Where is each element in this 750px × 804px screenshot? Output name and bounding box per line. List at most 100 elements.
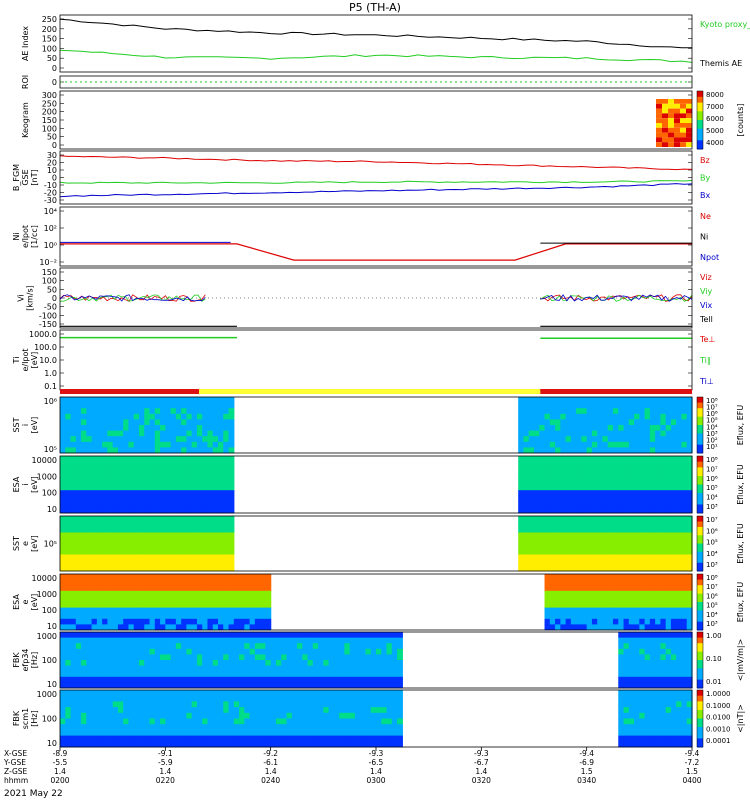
panel-ylabel: [eV] <box>30 476 39 493</box>
panel-ylabel: [eV] <box>30 352 39 369</box>
panel-ylabel: e <box>21 599 30 604</box>
y-tick-label: 10⁻² <box>39 258 57 267</box>
series-line <box>59 180 693 184</box>
mode-bar-fast <box>60 389 200 394</box>
y-tick-label: 0 <box>52 294 57 303</box>
legend-entry: Viy <box>700 287 713 296</box>
panel-sst_e: SST e [eV] 10⁵ 10⁷ 10⁶ 10⁵ 10⁴ 10³ Eflux, EFU <box>12 515 745 572</box>
plot-title: P5 (TH-A) <box>349 1 401 14</box>
y-tick-label: 10⁶ <box>44 397 57 406</box>
panel-ylabel: SST <box>12 417 21 432</box>
legend-entry: By <box>700 174 710 183</box>
y-tick-label: 1000 <box>37 590 57 599</box>
legend-entry: Bx <box>700 191 710 200</box>
x-tick-value: -9.3 <box>474 749 489 758</box>
panel-roi: ROI 0 <box>21 75 693 89</box>
panel-ylabel: Vi <box>17 294 26 302</box>
panel-ylabel: Keogram <box>21 102 30 138</box>
panel-ylabel: e <box>21 541 30 546</box>
y-tick-label: -50 <box>44 303 57 312</box>
colorbar-tick: 10² <box>706 436 718 444</box>
colorbar-tick: 0.1000 <box>706 702 731 710</box>
colorbar-tick: 6000 <box>706 115 724 123</box>
x-row-label: hhmm <box>4 776 28 785</box>
colorbar-tick: 10⁷ <box>706 516 718 524</box>
panel-sst_i: SST i [eV]10⁶10⁵10⁸10⁷10⁶10⁵10⁴10³10²10¹Ef… <box>12 396 745 454</box>
x-tick-value: 1.5 <box>581 767 593 776</box>
colorbar-tick: 0.01 <box>706 678 722 686</box>
panel-ylabel: ESA <box>12 594 21 610</box>
y-tick-label: 0 <box>52 174 57 183</box>
panel-ylabel: ROI <box>21 75 30 89</box>
y-tick-label: 10 <box>47 166 57 175</box>
y-tick-label: 50 <box>47 285 57 294</box>
x-tick-label: 0320 <box>472 776 491 785</box>
series-line <box>59 183 693 198</box>
x-tick-value: 1.4 <box>475 767 487 776</box>
colorbar-tick: 0.0010 <box>706 725 731 733</box>
panel-ylabel: [Hz] <box>30 652 39 668</box>
y-tick-label: 0 <box>52 141 57 150</box>
y-tick-label: 200 <box>42 108 57 117</box>
panel-ti: Ti e/Ipot [eV] 1000.0 100.0 10.0 1.0 0.1 Te⊥ Ti∥ T… <box>12 329 715 391</box>
colorbar-tick: 5000 <box>706 127 724 135</box>
colorbar-tick: 10⁷ <box>706 583 718 591</box>
y-tick-label: -20 <box>44 189 57 198</box>
panel-ylabel: [eV] <box>30 594 39 611</box>
y-tick-label: 10² <box>44 224 57 233</box>
legend-entry: Npot <box>700 253 719 262</box>
y-tick-label: 150 <box>42 116 57 125</box>
colorbar-label: Eflux, EFU <box>736 582 745 623</box>
x-tick-value: -6.9 <box>579 758 594 767</box>
y-tick-label: 50 <box>47 54 57 63</box>
y-tick-label: 50 <box>47 133 57 142</box>
colorbar-tick: 0.0100 <box>706 714 731 722</box>
legend-entry: Tell <box>699 315 713 324</box>
y-tick-label: 150 <box>42 35 57 44</box>
x-tick-value: 1.4 <box>265 767 277 776</box>
panel-ylabel: [nT] <box>30 169 39 185</box>
x-tick-value: -9.3 <box>369 749 384 758</box>
x-axis: X-GSEY-GSEZ-GSEhhmm-8.9-5.51.40200-9.1-5… <box>3 747 702 785</box>
y-tick-label: 250 <box>42 99 57 108</box>
y-tick-label: 10.0 <box>39 356 57 365</box>
colorbar-tick: 10³ <box>706 561 718 569</box>
series-line <box>59 18 693 49</box>
panel-ylabel: Ti <box>12 357 21 365</box>
panel-ylabel: efp34 <box>21 649 30 672</box>
panel-fbk_b: FBK scm1 [Hz] 1000 100 10 1.0000 0.1000 0.0100 0.… <box>12 689 745 748</box>
colorbar-tick: 10⁶ <box>706 527 718 535</box>
x-tick-value: -5.5 <box>53 758 68 767</box>
y-tick-label: 1000.0 <box>29 330 57 339</box>
colorbar-tick: 1.00 <box>706 632 722 640</box>
colorbar-tick: 10⁷ <box>706 465 718 473</box>
y-tick-label: 300 <box>42 91 57 100</box>
colorbar-tick: 10³ <box>706 503 718 511</box>
series-line <box>59 155 693 171</box>
x-tick-label: 0200 <box>50 776 69 785</box>
y-tick-label: 10 <box>47 680 57 689</box>
y-tick-label: 0 <box>52 78 57 87</box>
y-tick-label: 10000 <box>32 456 57 465</box>
y-tick-label: 10 <box>47 739 57 748</box>
y-tick-label: -10 <box>44 181 57 190</box>
x-tick-label: 0300 <box>366 776 385 785</box>
panel-ylabel: SST <box>12 536 21 551</box>
colorbar-tick: 0.0001 <box>706 737 731 745</box>
y-tick-label: -30 <box>44 196 57 205</box>
y-tick-label: 10⁰ <box>44 241 57 250</box>
x-row-label: Y-GSE <box>3 758 26 767</box>
x-tick-value: -5.9 <box>158 758 173 767</box>
y-tick-label: 100 <box>42 44 57 53</box>
colorbar-tick: 10⁵ <box>706 602 718 610</box>
y-tick-label: 10⁵ <box>44 445 57 454</box>
x-row-label: X-GSE <box>4 749 27 758</box>
colorbar-tick: 10⁴ <box>706 494 718 502</box>
x-tick-value: -7.2 <box>685 758 700 767</box>
colorbar-tick: 10⁸ <box>706 574 718 582</box>
